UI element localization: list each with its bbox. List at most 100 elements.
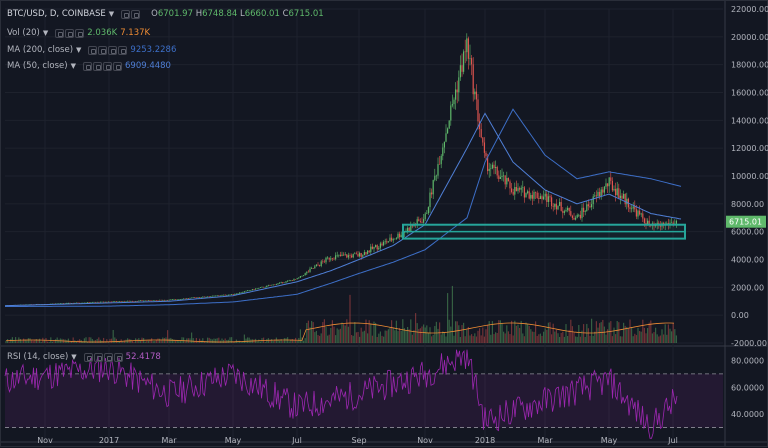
candle-body bbox=[128, 300, 130, 302]
volume-bar bbox=[306, 323, 308, 343]
volume-bar bbox=[51, 341, 53, 343]
candle-body bbox=[520, 187, 522, 190]
volume-bar bbox=[483, 336, 485, 343]
candle-body bbox=[104, 301, 106, 303]
chevron-down-icon[interactable]: ▼ bbox=[76, 46, 82, 54]
eye-icon[interactable] bbox=[88, 45, 98, 55]
legend-controls[interactable] bbox=[121, 9, 141, 19]
settings-icon[interactable] bbox=[98, 45, 108, 55]
chevron-down-icon[interactable]: ▼ bbox=[71, 353, 77, 361]
volume-bar bbox=[491, 321, 493, 343]
volume-bar bbox=[178, 341, 180, 343]
candle-body bbox=[675, 220, 677, 224]
volume-bar bbox=[461, 325, 463, 343]
volume-bar bbox=[475, 336, 477, 343]
candle-body bbox=[642, 213, 644, 219]
close-icon[interactable] bbox=[108, 45, 118, 55]
volume-bar bbox=[427, 332, 429, 343]
volume-bar bbox=[435, 321, 437, 343]
volume-bar bbox=[539, 333, 541, 343]
volume-bar bbox=[363, 330, 365, 343]
candle-body bbox=[291, 280, 293, 282]
x-tick-label: Jul bbox=[291, 436, 302, 445]
candle-body bbox=[445, 133, 447, 142]
candle-body bbox=[303, 275, 305, 276]
volume-bar bbox=[429, 327, 431, 343]
volume-bar bbox=[536, 335, 538, 343]
volume-bar bbox=[527, 324, 529, 343]
candle-body bbox=[285, 281, 287, 283]
candle-body bbox=[605, 183, 607, 187]
close-icon[interactable] bbox=[103, 61, 112, 71]
ma200-controls[interactable] bbox=[88, 45, 128, 55]
volume-bar bbox=[365, 319, 367, 343]
volume-bar bbox=[621, 336, 623, 343]
settings-icon[interactable] bbox=[65, 28, 75, 38]
candle-body bbox=[95, 302, 97, 303]
candle-body bbox=[671, 222, 673, 224]
volume-bar bbox=[378, 333, 380, 343]
chevron-down-icon[interactable]: ▼ bbox=[42, 29, 49, 37]
volume-bar bbox=[293, 339, 295, 343]
candle-body bbox=[101, 301, 103, 303]
ma50-controls[interactable] bbox=[83, 61, 122, 71]
settings-icon[interactable] bbox=[93, 61, 102, 71]
volume-bar bbox=[31, 340, 33, 343]
volume-bar bbox=[650, 320, 652, 343]
volume-bar bbox=[23, 338, 25, 343]
support-box[interactable] bbox=[402, 223, 686, 240]
volume-bar bbox=[271, 339, 273, 343]
chevron-down-icon[interactable]: ▼ bbox=[70, 62, 76, 70]
more-icon[interactable] bbox=[113, 352, 123, 362]
volume-bar bbox=[568, 329, 570, 343]
settings-icon[interactable] bbox=[93, 352, 103, 362]
volume-label[interactable]: Vol (20) bbox=[7, 28, 40, 38]
ma200-label[interactable]: MA (200, close) bbox=[7, 45, 74, 55]
symbol-title[interactable]: BTC/USD, D, COINBASE bbox=[7, 9, 106, 19]
candle-body bbox=[183, 298, 185, 300]
more-icon[interactable] bbox=[113, 61, 122, 71]
candle-body bbox=[543, 196, 545, 200]
candle-body bbox=[634, 206, 636, 210]
volume-bar bbox=[258, 339, 260, 343]
candle-body bbox=[327, 257, 329, 259]
candle-body bbox=[483, 142, 485, 153]
candle-body bbox=[314, 266, 316, 269]
settings-icon[interactable] bbox=[131, 9, 141, 19]
close-icon[interactable] bbox=[75, 28, 85, 38]
candle-body bbox=[631, 208, 633, 210]
volume-bar bbox=[245, 338, 247, 343]
candle-body bbox=[255, 288, 257, 290]
volume-bar bbox=[392, 327, 394, 343]
candle-body bbox=[149, 300, 151, 301]
candle-body bbox=[511, 188, 513, 192]
eye-icon[interactable] bbox=[121, 9, 131, 19]
eye-icon[interactable] bbox=[55, 28, 65, 38]
ma50-label[interactable]: MA (50, close) bbox=[7, 61, 68, 71]
volume-bar bbox=[645, 333, 647, 343]
volume-bar bbox=[10, 339, 12, 343]
candle-body bbox=[75, 302, 77, 304]
volume-bar bbox=[611, 336, 613, 343]
close-icon[interactable] bbox=[103, 352, 113, 362]
rsi-controls[interactable] bbox=[83, 352, 123, 362]
candle-body bbox=[407, 227, 409, 232]
volume-bar bbox=[443, 332, 445, 343]
volume-bar bbox=[307, 320, 309, 343]
rsi-label[interactable]: RSI (14, close) bbox=[7, 352, 69, 362]
eye-icon[interactable] bbox=[83, 352, 93, 362]
more-icon[interactable] bbox=[118, 45, 128, 55]
candle-body bbox=[602, 189, 604, 193]
eye-icon[interactable] bbox=[83, 61, 92, 71]
volume-bar bbox=[48, 341, 50, 343]
volume-controls[interactable] bbox=[55, 28, 85, 38]
chevron-down-icon[interactable]: ▼ bbox=[108, 10, 115, 18]
volume-bar bbox=[368, 320, 370, 343]
candle-body bbox=[74, 302, 76, 304]
candle-body bbox=[333, 258, 335, 260]
candle-body bbox=[621, 195, 623, 199]
candle-body bbox=[512, 191, 514, 195]
candle-body bbox=[194, 297, 196, 299]
volume-bar bbox=[672, 323, 674, 343]
